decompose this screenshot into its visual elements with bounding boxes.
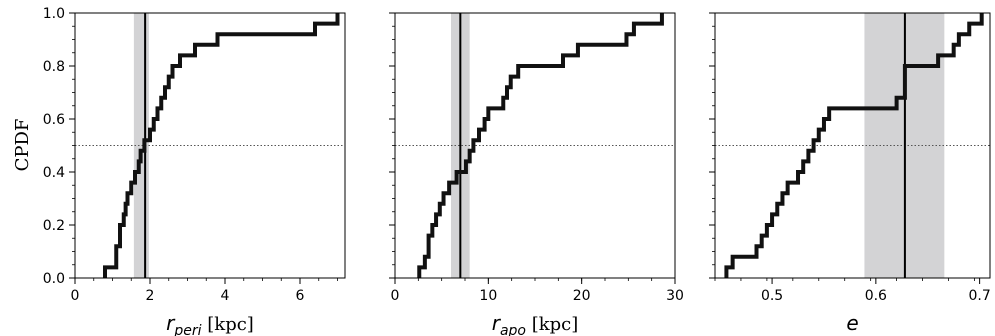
y-tick-label: 1.0 xyxy=(43,6,65,22)
x-axis-label-unit: [kpc] xyxy=(526,314,578,335)
x-axis-label-symbol: e xyxy=(846,311,858,335)
y-tick-label: 0.0 xyxy=(43,271,65,287)
x-tick-label: 30 xyxy=(666,288,684,304)
panel-eccentricity: 0.5 0.6 0.7 e xyxy=(709,12,991,335)
x-tick-label: 6 xyxy=(296,288,305,304)
x-tick-label: 0 xyxy=(71,288,80,304)
x-axis-label-subscript: apo xyxy=(500,323,526,336)
x-axis-label-subscript: peri xyxy=(173,323,201,336)
y-tick-label: 0.2 xyxy=(43,218,65,234)
y-axis-label: CPDF xyxy=(12,119,33,172)
confidence-band xyxy=(133,13,149,278)
cpdf-step-series xyxy=(724,13,984,278)
cpdf-step-series xyxy=(417,13,664,278)
x-axis-label-symbol: r xyxy=(166,311,176,335)
x-tick-label: 10 xyxy=(479,288,497,304)
x-tick-label: 0.5 xyxy=(761,288,783,304)
panel-r-peri: 0 2 4 6 0.0 0.2 0.4 0.6 0.8 1.0 rperi [kpc] xyxy=(43,6,346,336)
axes-frame xyxy=(74,12,346,279)
x-axis-label-unit: [kpc] xyxy=(202,314,254,335)
x-tick-label: 2 xyxy=(146,288,155,304)
y-tick-label: 0.6 xyxy=(43,112,65,128)
y-tick-label: 0.4 xyxy=(43,165,65,181)
panel-r-apo: 0 10 20 30 rapo [kpc] xyxy=(389,12,684,336)
x-axis-label: rapo [kpc] xyxy=(492,311,579,336)
x-tick-label: 20 xyxy=(573,288,591,304)
x-axis-label: e xyxy=(846,311,858,335)
x-tick-label: 0.6 xyxy=(865,288,887,304)
x-axis-label: rperi [kpc] xyxy=(166,311,254,336)
x-tick-label: 4 xyxy=(221,288,230,304)
y-tick-label: 0.8 xyxy=(43,59,65,75)
x-axis-label-symbol: r xyxy=(492,311,502,335)
cpdf-step-series xyxy=(103,13,340,278)
x-tick-label: 0 xyxy=(391,288,400,304)
x-tick-label: 0.7 xyxy=(968,288,990,304)
